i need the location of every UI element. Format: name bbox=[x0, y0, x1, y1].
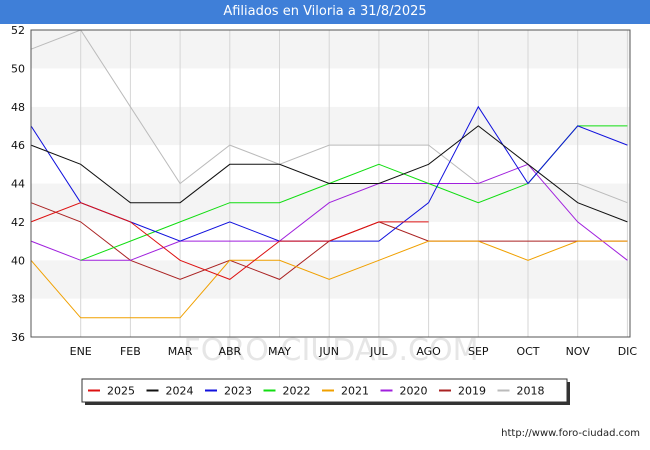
grid-band bbox=[31, 260, 630, 299]
y-tick-label: 46 bbox=[11, 139, 25, 152]
x-tick-label: JUL bbox=[369, 345, 388, 358]
x-tick-label: AGO bbox=[416, 345, 441, 358]
footer-url: http://www.foro-ciudad.com bbox=[501, 428, 640, 439]
x-tick-label: MAR bbox=[168, 345, 193, 358]
y-tick-label: 44 bbox=[11, 178, 25, 191]
y-tick-label: 50 bbox=[11, 62, 25, 75]
x-tick-label: OCT bbox=[516, 345, 539, 358]
series-line-2025 bbox=[30, 202, 429, 280]
y-tick-label: 38 bbox=[11, 293, 25, 306]
x-tick-label: JUN bbox=[318, 345, 339, 358]
legend-label-2023: 2023 bbox=[224, 385, 252, 398]
y-tick-label: 36 bbox=[11, 331, 25, 344]
series-line-2021 bbox=[30, 240, 628, 319]
x-tick-label: MAY bbox=[268, 345, 291, 358]
x-tick-label: SEP bbox=[468, 345, 489, 358]
y-tick-label: 42 bbox=[11, 216, 25, 229]
x-tick-label: ABR bbox=[218, 345, 241, 358]
legend-label-2024: 2024 bbox=[166, 385, 194, 398]
series-line-2024 bbox=[30, 125, 628, 223]
y-tick-label: 48 bbox=[11, 101, 25, 114]
x-tick-label: FEB bbox=[120, 345, 141, 358]
legend-label-2019: 2019 bbox=[458, 385, 486, 398]
legend-label-2021: 2021 bbox=[341, 385, 369, 398]
grid-band bbox=[31, 30, 630, 69]
legend-label-2025: 2025 bbox=[107, 385, 135, 398]
legend-label-2020: 2020 bbox=[400, 385, 428, 398]
x-tick-label: DIC bbox=[618, 345, 638, 358]
watermark: FORO-CIUDAD.COM bbox=[184, 333, 479, 368]
line-chart: FORO-CIUDAD.COM 36 38 40 42 44 46 48 50 52 ENE FE… bbox=[11, 24, 638, 405]
grid-band bbox=[31, 68, 630, 107]
chart-title: Afiliados en Viloria a 31/8/2025 bbox=[0, 0, 650, 24]
legend-label-2022: 2022 bbox=[283, 385, 311, 398]
x-tick-label: ENE bbox=[70, 345, 92, 358]
y-tick-label: 40 bbox=[11, 254, 25, 267]
grid-band bbox=[31, 106, 630, 146]
y-tick-label: 52 bbox=[11, 24, 25, 37]
x-tick-label: NOV bbox=[566, 345, 591, 358]
legend-label-2018: 2018 bbox=[517, 385, 545, 398]
